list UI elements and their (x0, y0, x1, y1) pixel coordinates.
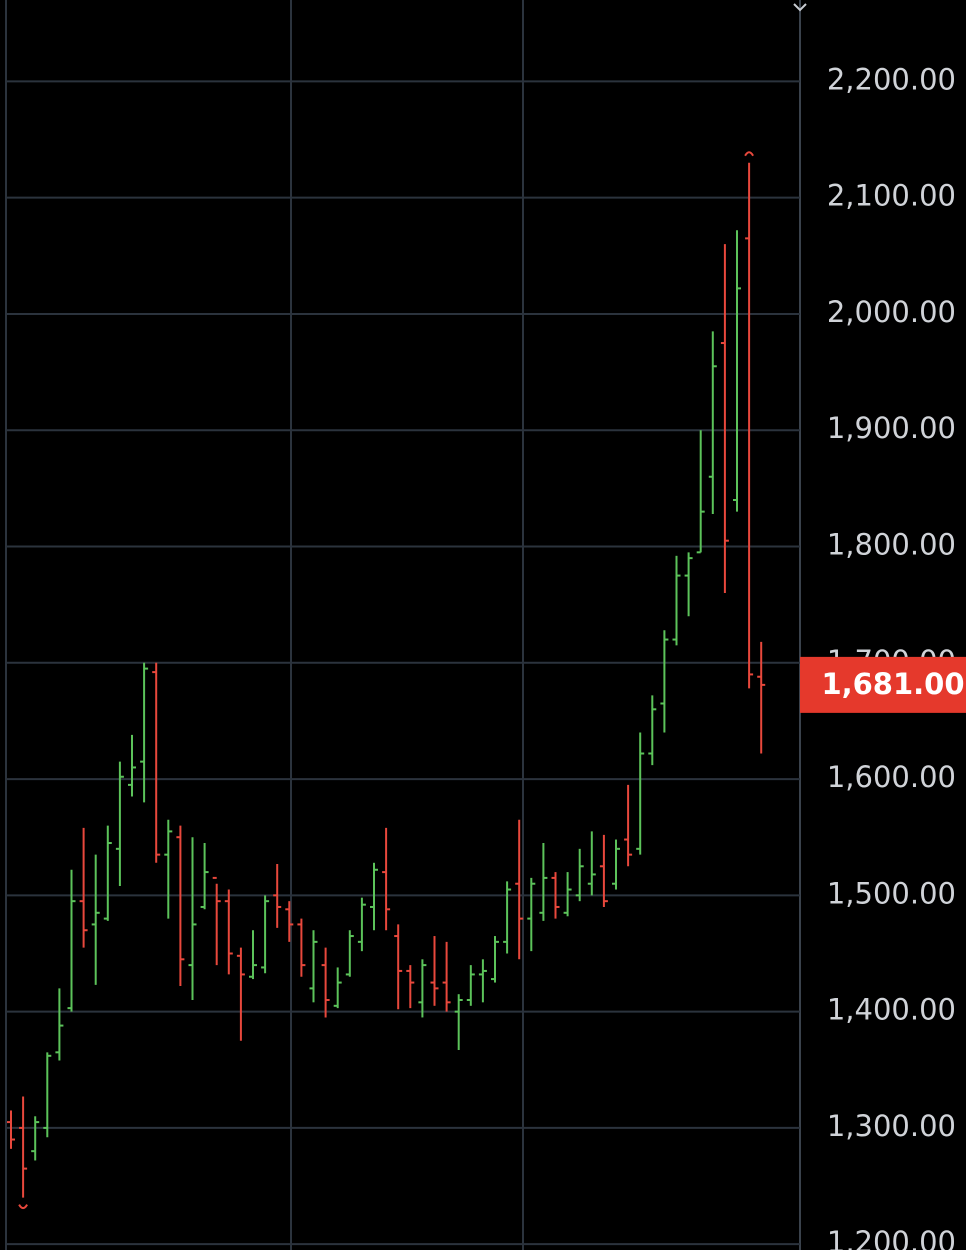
y-tick-label: 2,000.00 (827, 295, 956, 329)
y-tick-label: 1,900.00 (827, 411, 956, 445)
y-tick-label: 1,600.00 (827, 760, 956, 794)
y-tick-label: 1,800.00 (827, 528, 956, 562)
y-tick-label: 1,200.00 (827, 1225, 956, 1250)
high-marker (744, 151, 754, 157)
y-tick-label: 2,100.00 (827, 179, 956, 213)
y-tick-label: 1,400.00 (827, 993, 956, 1027)
last-price-label: 1,681.00 (821, 667, 964, 701)
y-tick-label: 1,500.00 (827, 876, 956, 910)
low-marker (18, 1204, 28, 1210)
y-tick-label: 1,300.00 (827, 1109, 956, 1143)
collapse-chevron[interactable] (793, 3, 807, 12)
y-tick-label: 2,200.00 (827, 62, 956, 96)
last-price-tag (800, 656, 966, 713)
